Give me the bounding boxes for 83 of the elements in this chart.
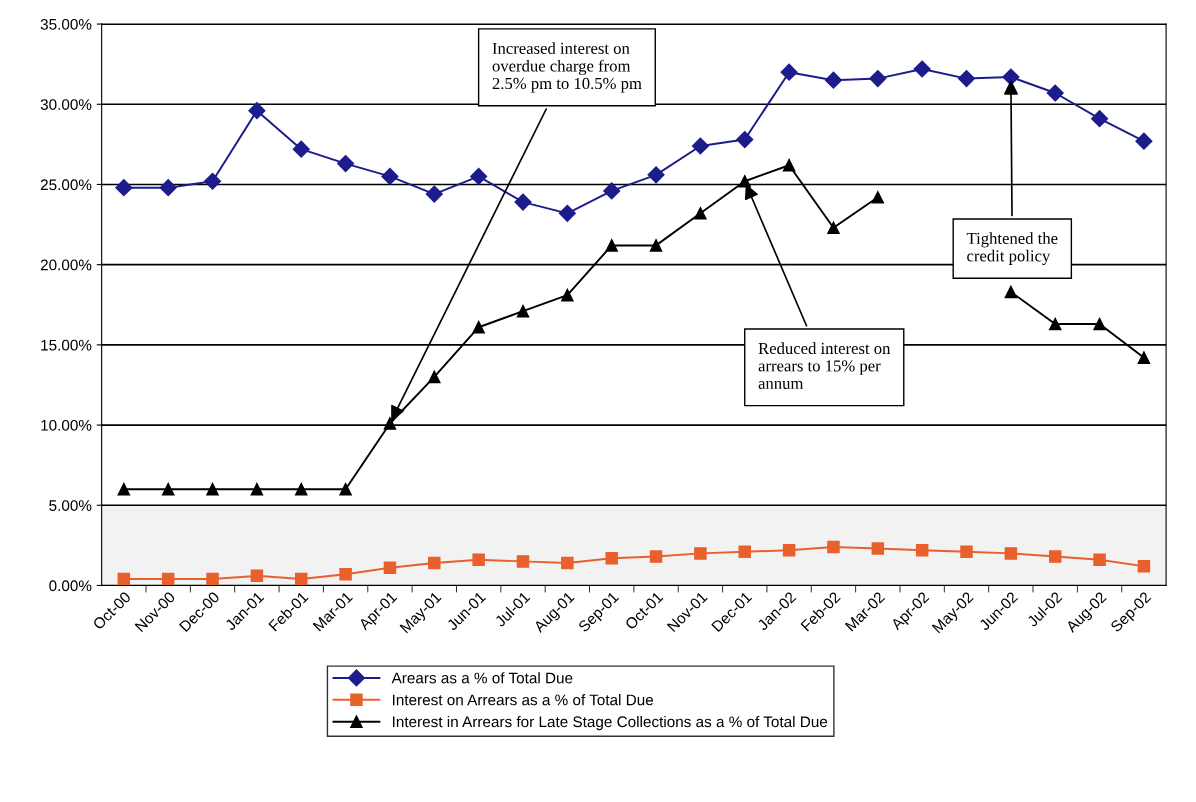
point bbox=[960, 545, 973, 559]
point bbox=[915, 543, 929, 557]
point bbox=[514, 193, 532, 211]
y-tick-label: 25.00% bbox=[40, 179, 92, 191]
point bbox=[738, 545, 752, 559]
point bbox=[782, 543, 796, 557]
point bbox=[516, 304, 530, 318]
point bbox=[428, 370, 441, 384]
point bbox=[472, 320, 485, 334]
point bbox=[561, 288, 574, 302]
annotation: Reduced interest on arrears to 15% per annum bbox=[758, 342, 891, 389]
point bbox=[428, 556, 441, 570]
point bbox=[425, 185, 443, 203]
point bbox=[161, 572, 175, 586]
point bbox=[691, 137, 709, 155]
point bbox=[381, 167, 399, 185]
point bbox=[738, 175, 752, 188]
point bbox=[1093, 317, 1106, 331]
point bbox=[782, 158, 796, 172]
point bbox=[206, 482, 219, 496]
annotation: Increased interest on overdue charge from 2.5% pm to 10.5% pm bbox=[492, 42, 642, 93]
point bbox=[250, 569, 264, 583]
point bbox=[161, 482, 175, 496]
point bbox=[472, 553, 485, 567]
y-tick-label: 5.00% bbox=[49, 500, 92, 511]
point bbox=[1137, 351, 1151, 364]
point bbox=[871, 542, 885, 555]
legend-label: Arears as a % of Total Due bbox=[391, 672, 573, 684]
point bbox=[159, 179, 177, 197]
point bbox=[294, 482, 308, 496]
point bbox=[605, 239, 618, 252]
y-tick-label: 20.00% bbox=[40, 259, 92, 271]
point bbox=[649, 239, 663, 252]
point bbox=[203, 172, 222, 190]
point bbox=[869, 70, 887, 88]
y-tick-label: 30.00% bbox=[40, 99, 92, 110]
y-tick-label: 35.00% bbox=[40, 18, 92, 30]
point bbox=[339, 567, 352, 581]
point bbox=[516, 555, 530, 568]
point bbox=[603, 182, 621, 200]
point bbox=[736, 130, 754, 149]
point bbox=[339, 482, 352, 496]
point bbox=[1137, 559, 1151, 573]
y-tick-label: 15.00% bbox=[41, 339, 92, 351]
point bbox=[206, 572, 219, 586]
point bbox=[250, 482, 264, 496]
point bbox=[827, 540, 840, 554]
y-tick-label: 0.00% bbox=[49, 580, 92, 592]
point bbox=[294, 572, 308, 586]
point bbox=[337, 155, 355, 173]
point bbox=[1135, 132, 1153, 150]
y-tick-label: 10.00% bbox=[41, 419, 92, 431]
point bbox=[957, 70, 976, 88]
point bbox=[824, 71, 843, 89]
annotation: Tightened the credit policy bbox=[966, 232, 1058, 265]
point bbox=[383, 561, 397, 575]
point bbox=[470, 167, 488, 185]
point bbox=[1046, 84, 1064, 102]
point bbox=[383, 417, 397, 430]
point bbox=[1048, 317, 1062, 331]
point bbox=[1048, 550, 1062, 563]
point bbox=[115, 179, 133, 197]
point bbox=[117, 572, 131, 586]
point bbox=[694, 207, 707, 220]
point bbox=[248, 102, 266, 120]
point bbox=[558, 204, 576, 222]
point bbox=[649, 550, 663, 563]
legend-label: Interest in Arrears for Late Stage Collections as a % of Total Due bbox=[393, 715, 828, 731]
point bbox=[605, 551, 618, 565]
point bbox=[117, 482, 131, 496]
point bbox=[292, 140, 310, 158]
point bbox=[1091, 110, 1109, 128]
point bbox=[871, 191, 885, 204]
legend-label: Interest on Arrears as a % of Total Due bbox=[393, 694, 654, 706]
point bbox=[561, 556, 574, 570]
point bbox=[1004, 285, 1018, 299]
point bbox=[1093, 553, 1106, 567]
point bbox=[780, 63, 798, 81]
point bbox=[913, 60, 931, 78]
point bbox=[827, 221, 840, 235]
point bbox=[694, 547, 707, 560]
point bbox=[647, 166, 665, 184]
point bbox=[1004, 547, 1018, 560]
